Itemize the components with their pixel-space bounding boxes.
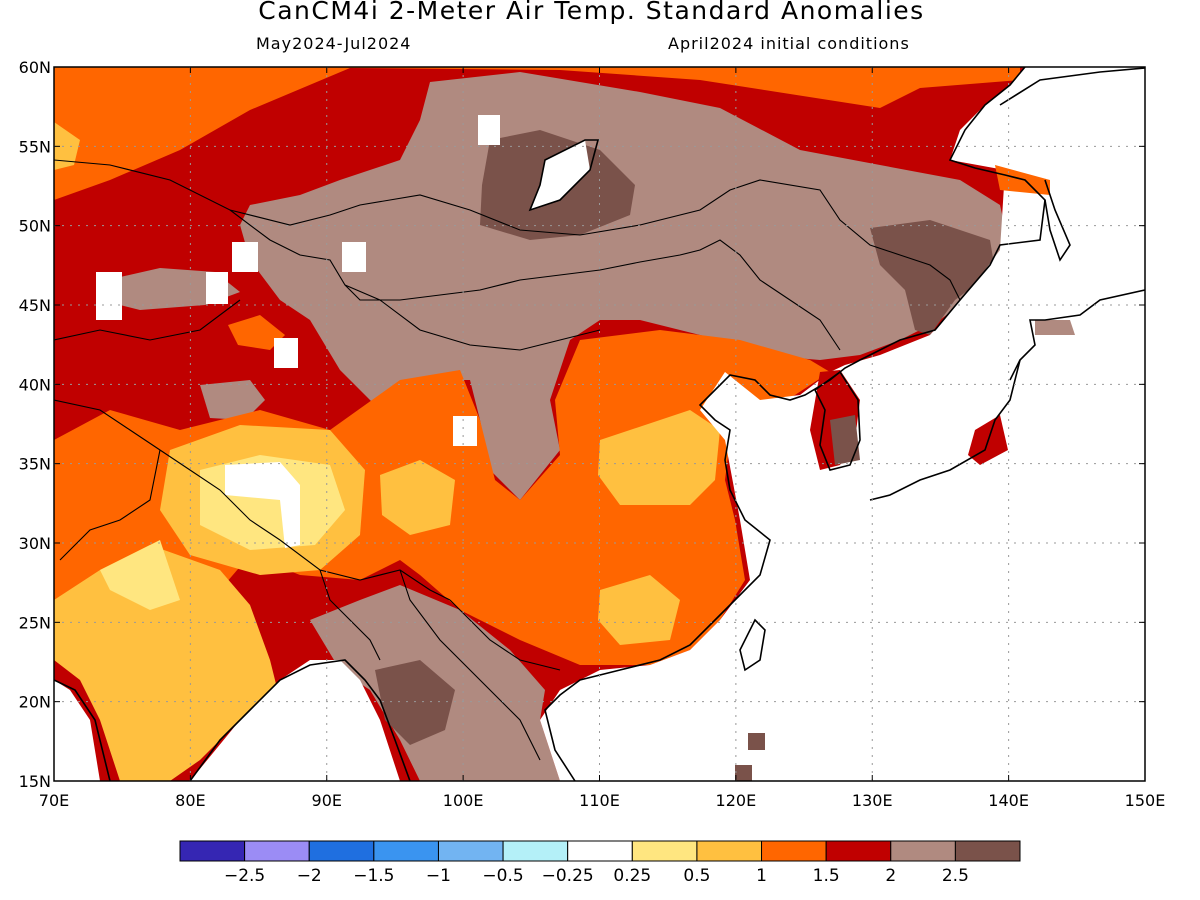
lon-label: 100E bbox=[443, 791, 484, 810]
colorbar-swatch bbox=[631, 840, 698, 862]
lon-label: 130E bbox=[852, 791, 893, 810]
coastlines bbox=[54, 67, 1145, 781]
colorbar-swatch bbox=[437, 840, 504, 862]
lake-patch bbox=[206, 272, 228, 304]
colorbar: −2.5 −2 −1.5 −1 −0.5 −0.25 0.25 0.5 1 1.5 2 2.5 bbox=[179, 840, 1021, 886]
colorbar-label: −2.5 bbox=[224, 866, 265, 886]
field-korea-dark bbox=[830, 415, 860, 465]
graticule bbox=[54, 67, 1145, 781]
field-yellow-nw bbox=[54, 122, 80, 170]
colorbar-swatch bbox=[179, 840, 246, 862]
field-white-tibet bbox=[225, 462, 300, 548]
lat-label: 15N bbox=[19, 772, 51, 791]
field-yellow-east bbox=[598, 410, 720, 505]
lon-label: 90E bbox=[312, 791, 342, 810]
colorbar-swatch bbox=[696, 840, 763, 862]
colorbar-swatch bbox=[373, 840, 439, 862]
colorbar-swatch bbox=[761, 840, 827, 862]
ocean-arabian bbox=[54, 680, 100, 781]
forecast-period: May2024-Jul2024 bbox=[256, 34, 412, 53]
colorbar-label: −0.5 bbox=[482, 866, 523, 886]
lon-label: 150E bbox=[1125, 791, 1166, 810]
lat-label: 50N bbox=[19, 217, 51, 236]
colorbar-swatch bbox=[567, 840, 633, 862]
colorbar-label: −1 bbox=[426, 866, 451, 886]
field-orange-north bbox=[54, 67, 1020, 200]
colorbar-swatch bbox=[954, 840, 1021, 862]
field-darkbrown-manchuria bbox=[870, 220, 995, 335]
lat-label: 60N bbox=[19, 58, 51, 77]
latitude-labels: 15N 20N 25N 30N 35N 40N 45N 50N 55N 60N bbox=[19, 58, 51, 791]
lat-label: 30N bbox=[19, 534, 51, 553]
lake-patch bbox=[453, 416, 477, 446]
map-title: CanCM4i 2-Meter Air Temp. Standard Anoma… bbox=[258, 0, 925, 25]
lake-patch bbox=[274, 338, 298, 368]
colorbar-swatch bbox=[308, 840, 375, 862]
lon-label: 140E bbox=[988, 791, 1029, 810]
colorbar-label: 2 bbox=[885, 866, 896, 886]
field-brown-mongolia bbox=[240, 72, 1010, 500]
field-hokkaido bbox=[1035, 320, 1075, 335]
country-borders bbox=[54, 159, 961, 761]
lon-label: 120E bbox=[716, 791, 757, 810]
colorbar-label: 0.25 bbox=[613, 866, 651, 886]
colorbar-swatch bbox=[825, 840, 892, 862]
lat-label: 45N bbox=[19, 296, 51, 315]
initial-conditions: April2024 initial conditions bbox=[668, 34, 910, 53]
colorbar-label: 2.5 bbox=[942, 866, 969, 886]
colorbar-label: −2 bbox=[297, 866, 322, 886]
colorbar-label: 1 bbox=[756, 866, 767, 886]
lat-label: 20N bbox=[19, 693, 51, 712]
field-yellow-sichuan bbox=[380, 460, 455, 535]
lat-label: 25N bbox=[19, 613, 51, 632]
field-yellow-south bbox=[598, 575, 680, 645]
lon-label: 110E bbox=[579, 791, 620, 810]
colorbar-label: −1.5 bbox=[353, 866, 394, 886]
lake-patch bbox=[342, 242, 366, 272]
lake-patch bbox=[232, 242, 258, 272]
lake-patch bbox=[96, 272, 122, 320]
field-yellow-india bbox=[54, 545, 280, 781]
field-orange-small bbox=[228, 315, 285, 350]
anomaly-fields bbox=[54, 67, 1145, 781]
field-luzon bbox=[735, 765, 752, 781]
lat-label: 40N bbox=[19, 375, 51, 394]
longitude-labels: 70E 80E 90E 100E 110E 120E 130E 140E 150E bbox=[39, 791, 1166, 810]
lake-baikal bbox=[530, 140, 590, 210]
lat-label: 55N bbox=[19, 137, 51, 156]
colorbar-label: 1.5 bbox=[813, 866, 840, 886]
colorbar-label: −0.25 bbox=[542, 866, 594, 886]
lon-label: 80E bbox=[175, 791, 205, 810]
field-darkbrown-myanmar bbox=[375, 660, 455, 745]
field-brown-kazakh bbox=[98, 268, 240, 310]
axis-ticks bbox=[53, 66, 1146, 782]
lat-label: 35N bbox=[19, 455, 51, 474]
ocean-bay-bengal bbox=[190, 660, 400, 781]
field-taiwan bbox=[748, 733, 765, 750]
lon-label: 70E bbox=[39, 791, 69, 810]
colorbar-label: 0.5 bbox=[683, 866, 710, 886]
colorbar-swatch bbox=[244, 840, 310, 862]
lake-patch bbox=[478, 115, 500, 145]
colorbar-swatch bbox=[890, 840, 956, 862]
field-pale-india bbox=[100, 540, 180, 610]
colorbar-swatch bbox=[502, 840, 569, 862]
field-brown-tarim bbox=[200, 380, 265, 420]
